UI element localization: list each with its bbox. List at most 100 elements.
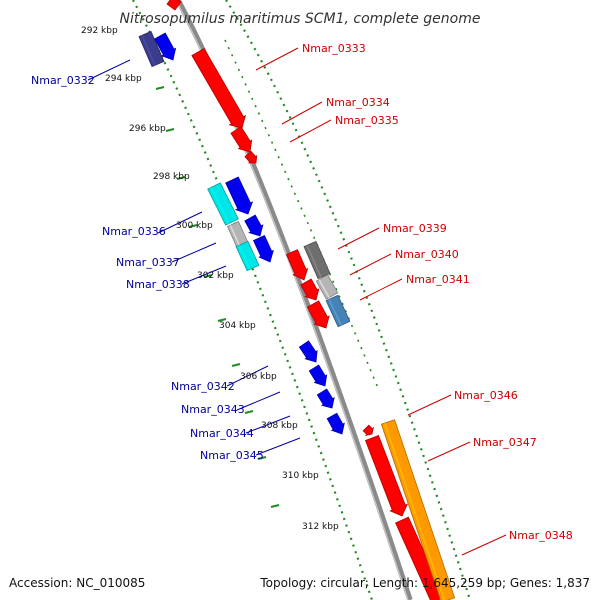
gene-label-nmar-0344[interactable]: Nmar_0344 <box>190 427 254 440</box>
label-leaders <box>87 47 507 556</box>
gene-nmar-0340b[interactable] <box>315 274 339 300</box>
tick-label: 294 kbp <box>105 74 142 84</box>
gene-nmar-0345[interactable] <box>326 412 345 435</box>
label-leader-line <box>407 394 452 416</box>
gene-nmar-0346[interactable] <box>364 434 409 517</box>
gene-label-nmar-0340[interactable]: Nmar_0340 <box>395 248 459 261</box>
gene-nmar-0346-highlight <box>368 438 397 510</box>
tick-mark <box>270 504 280 508</box>
tick-label: 312 kbp <box>302 522 339 532</box>
gene-nmar-0335[interactable] <box>244 150 258 164</box>
tick-mark <box>257 456 267 460</box>
tick-label: 298 kbp <box>153 172 190 182</box>
tick-label: 310 kbp <box>282 471 319 481</box>
gene-nmar-0340[interactable] <box>300 278 320 301</box>
tick-label: 300 kbp <box>176 221 213 231</box>
gene-label-nmar-0348[interactable]: Nmar_0348 <box>509 529 573 542</box>
gene-nmar-0334-highlight <box>232 131 244 147</box>
gene-nmar-0341b-highlight <box>328 299 342 326</box>
gene-label-nmar-0334[interactable]: Nmar_0334 <box>326 96 390 109</box>
gene-label-nmar-0338[interactable]: Nmar_0338 <box>126 278 190 291</box>
gene-nmar-0333-highlight <box>194 53 236 123</box>
tick-label: 306 kbp <box>240 372 277 382</box>
gene-nmar-0335-highlight <box>245 154 252 162</box>
label-leader-line <box>427 441 471 462</box>
gene-nmar-0332b[interactable] <box>154 32 177 61</box>
gene-nmar-0333[interactable] <box>191 47 247 129</box>
gene-nmar-0347[interactable] <box>380 419 456 600</box>
tick-mark <box>244 410 254 414</box>
gene-nmar-0336b-highlight <box>228 181 242 208</box>
gene-label-nmar-0342[interactable]: Nmar_0342 <box>171 380 235 393</box>
tick-mark <box>231 363 241 367</box>
gene-features <box>138 0 456 600</box>
gene-nmar-0345-highlight <box>328 416 337 429</box>
tick-label: 304 kbp <box>219 321 256 331</box>
label-leader-line <box>181 265 227 285</box>
gene-nmar-0346-tip-highlight <box>364 428 369 434</box>
gene-nmar-0342-highlight <box>301 345 310 357</box>
gene-nmar-0346-tip[interactable] <box>362 424 374 436</box>
dotted-track-right <box>225 0 472 600</box>
tick-labels: 292 kbp 294 kbp 296 kbp 298 kbp 300 kbp … <box>81 26 339 532</box>
gene-nmar-0338-highlight <box>238 245 251 270</box>
gene-nmar-0346b-highlight <box>398 521 435 600</box>
tick-mark <box>188 224 198 228</box>
gene-label-nmar-0335[interactable]: Nmar_0335 <box>335 114 399 127</box>
tick-mark <box>176 176 186 180</box>
label-leader-line <box>87 59 131 81</box>
gene-nmar-0343[interactable] <box>308 364 328 387</box>
gene-label-nmar-0339[interactable]: Nmar_0339 <box>383 222 447 235</box>
label-leader-line <box>281 101 323 125</box>
gene-nmar-0336b[interactable] <box>225 176 254 215</box>
gene-nmar-0334[interactable] <box>230 126 253 153</box>
label-leader-line <box>359 278 403 301</box>
tick-mark <box>203 274 213 278</box>
gene-label-nmar-0333[interactable]: Nmar_0333 <box>302 42 366 55</box>
gene-label-nmar-0336[interactable]: Nmar_0336 <box>102 225 166 238</box>
tick-mark <box>217 318 227 322</box>
dotted-track-inner <box>224 39 379 389</box>
dotted-track-left <box>132 0 374 600</box>
gene-nmar-0337b[interactable] <box>244 214 264 237</box>
gene-nmar-0338b-highlight <box>255 238 265 256</box>
gene-nmar-0339b[interactable] <box>303 240 331 280</box>
gene-nmar-0342[interactable] <box>298 340 318 363</box>
gene-label-nmar-0341[interactable]: Nmar_0341 <box>406 273 470 286</box>
gene-nmar-0336-highlight <box>210 187 230 224</box>
accession-text: Accession: NC_010085 <box>9 576 146 590</box>
gene-nmar-0344-highlight <box>319 393 327 404</box>
label-leader-line <box>171 242 217 263</box>
gene-nmar-0344[interactable] <box>316 388 335 409</box>
gene-label-nmar-0337[interactable]: Nmar_0337 <box>116 256 180 269</box>
gene-nmar-0341[interactable] <box>306 300 330 329</box>
gene-nmar-0337-highlight <box>229 224 240 246</box>
gene-top-red-highlight <box>168 1 177 9</box>
gene-nmar-0338[interactable] <box>235 240 260 272</box>
label-leader-line <box>226 365 269 387</box>
gene-nmar-0343-highlight <box>311 369 319 381</box>
gene-nmar-0338b[interactable] <box>252 234 274 263</box>
gene-nmar-0332-highlight <box>141 34 156 66</box>
gene-labels-left: Nmar_0332 Nmar_0336 Nmar_0337 Nmar_0338 … <box>31 74 264 462</box>
label-leader-line <box>289 119 332 143</box>
gene-nmar-0339b-highlight <box>306 245 322 278</box>
gene-label-nmar-0346[interactable]: Nmar_0346 <box>454 389 518 402</box>
gene-nmar-0341-highlight <box>309 305 320 322</box>
gene-label-nmar-0343[interactable]: Nmar_0343 <box>181 403 245 416</box>
map-title: Nitrosopumilus maritimus SCM1, complete … <box>120 11 481 27</box>
tick-mark <box>165 128 175 132</box>
gene-nmar-0340b-highlight <box>318 279 330 298</box>
gene-label-nmar-0345[interactable]: Nmar_0345 <box>200 449 264 462</box>
gene-label-nmar-0347[interactable]: Nmar_0347 <box>473 436 537 449</box>
gene-nmar-0332[interactable] <box>138 30 165 68</box>
gene-labels-right: Nmar_0333 Nmar_0334 Nmar_0335 Nmar_0339 … <box>302 42 573 542</box>
label-leader-line <box>461 534 507 556</box>
gene-label-nmar-0332[interactable]: Nmar_0332 <box>31 74 95 87</box>
tick-label: 302 kbp <box>197 271 234 281</box>
gene-top-red[interactable] <box>166 0 182 11</box>
gene-nmar-0341b[interactable] <box>325 294 351 328</box>
label-leader-line <box>245 415 291 434</box>
gene-nmar-0336[interactable] <box>207 182 239 226</box>
